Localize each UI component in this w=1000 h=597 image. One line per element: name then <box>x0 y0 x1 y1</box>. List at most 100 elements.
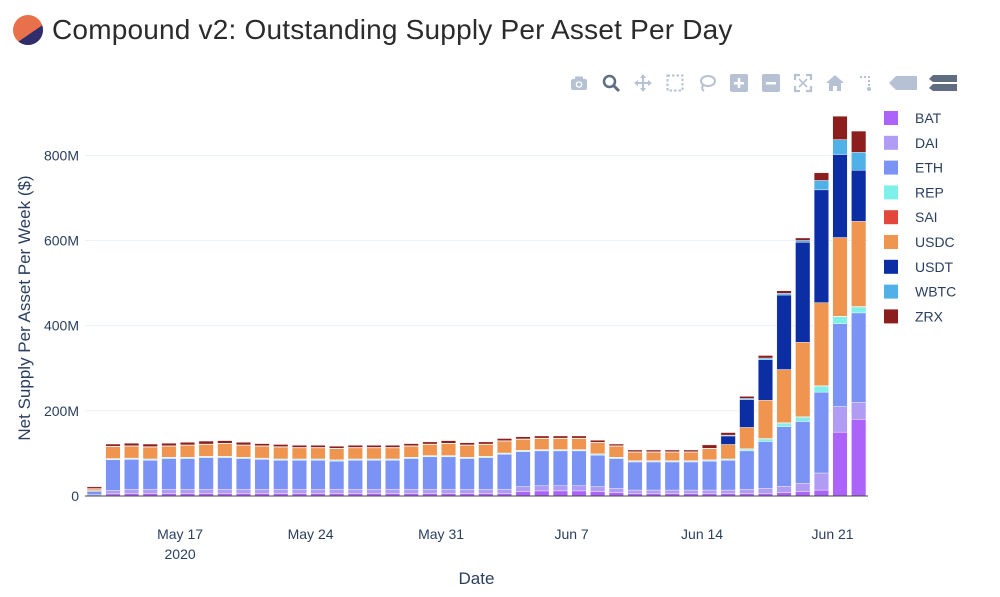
bar-segment-dai[interactable] <box>254 488 270 494</box>
bar-segment-dai[interactable] <box>478 488 494 494</box>
bar-segment-dai[interactable] <box>235 488 251 494</box>
bar-segment-usdc[interactable] <box>534 438 550 450</box>
hover-compare-icon[interactable] <box>926 70 960 96</box>
bar-segment-eth[interactable] <box>702 460 718 491</box>
legend-label-eth[interactable]: ETH <box>915 160 943 176</box>
bar-segment-eth[interactable] <box>441 456 457 490</box>
bar-segment-zrx[interactable] <box>198 440 214 445</box>
bar-segment-zrx[interactable] <box>235 442 251 446</box>
bar-segment-zrx[interactable] <box>776 290 792 294</box>
bar-segment-bat[interactable] <box>832 431 848 497</box>
bar-segment-zrx[interactable] <box>664 449 680 452</box>
bar-segment-eth[interactable] <box>683 461 699 491</box>
bar-segment-dai[interactable] <box>459 488 475 494</box>
bar-segment-eth[interactable] <box>552 450 568 486</box>
zoom-in-icon[interactable] <box>726 70 752 96</box>
bar-segment-eth[interactable] <box>757 441 773 489</box>
legend-swatch-zrx[interactable] <box>884 309 898 324</box>
bar-segment-zrx[interactable] <box>161 443 177 446</box>
bar-segment-rep[interactable] <box>813 385 829 393</box>
bar-segment-dai[interactable] <box>180 488 196 494</box>
bar-segment-usdt[interactable] <box>813 189 829 303</box>
bar-segment-eth[interactable] <box>180 458 196 490</box>
bar-segment-usdc[interactable] <box>217 443 233 457</box>
bar-segment-zrx[interactable] <box>608 443 624 446</box>
hover-closest-icon[interactable] <box>886 70 920 96</box>
bar-segment-zrx[interactable] <box>720 432 736 436</box>
bar-segment-rep[interactable] <box>757 438 773 442</box>
bar-segment-zrx[interactable] <box>441 440 457 444</box>
bar-segment-dai[interactable] <box>105 490 121 495</box>
pan-icon[interactable] <box>630 70 656 96</box>
bar-segment-usdt[interactable] <box>720 435 736 445</box>
bar-segment-eth[interactable] <box>403 458 419 490</box>
bar-segment-usdc[interactable] <box>105 446 121 459</box>
bar-segment-zrx[interactable] <box>310 445 326 448</box>
bar-segment-bat[interactable] <box>776 492 792 497</box>
bar-segment-zrx[interactable] <box>105 443 121 447</box>
bar-segment-dai[interactable] <box>683 489 699 494</box>
bar-segment-usdc[interactable] <box>720 444 736 460</box>
bar-segment-zrx[interactable] <box>254 443 270 446</box>
bar-segment-bat[interactable] <box>552 490 568 497</box>
bar-segment-usdc[interactable] <box>832 237 848 317</box>
bar-segment-eth[interactable] <box>739 450 755 490</box>
bar-segment-eth[interactable] <box>720 460 736 491</box>
bar-segment-dai[interactable] <box>832 406 848 433</box>
legend-swatch-wbtc[interactable] <box>884 284 898 299</box>
bar-segment-usdc[interactable] <box>235 445 251 458</box>
bar-segment-zrx[interactable] <box>180 442 196 446</box>
zoom-out-icon[interactable] <box>758 70 784 96</box>
bar-segment-wbtc[interactable] <box>832 139 848 155</box>
bar-segment-eth[interactable] <box>142 460 158 490</box>
bar-segment-zrx[interactable] <box>552 435 568 439</box>
bar-segment-eth[interactable] <box>235 458 251 490</box>
bar-segment-eth[interactable] <box>366 460 382 490</box>
bar-segment-usdc[interactable] <box>366 447 382 460</box>
legend-label-sai[interactable]: SAI <box>915 209 938 225</box>
bar-segment-eth[interactable] <box>124 459 140 490</box>
bar-segment-usdc[interactable] <box>496 440 512 454</box>
bar-segment-eth[interactable] <box>627 461 643 491</box>
bar-segment-usdc[interactable] <box>422 444 438 456</box>
bar-segment-eth[interactable] <box>385 460 401 490</box>
bar-segment-usdc[interactable] <box>813 302 829 386</box>
bar-segment-usdc[interactable] <box>478 444 494 457</box>
bar-segment-usdc[interactable] <box>198 444 214 457</box>
legend-label-zrx[interactable]: ZRX <box>915 308 944 324</box>
bar-segment-usdc[interactable] <box>385 447 401 460</box>
bar-segment-usdc[interactable] <box>86 488 102 491</box>
legend-swatch-rep[interactable] <box>884 185 898 200</box>
bar-segment-rep[interactable] <box>832 316 848 324</box>
bar-segment-usdc[interactable] <box>851 221 867 307</box>
bar-segment-usdc[interactable] <box>124 445 140 459</box>
bar-segment-dai[interactable] <box>496 488 512 494</box>
bar-segment-eth[interactable] <box>534 450 550 486</box>
bar-segment-eth[interactable] <box>478 457 494 490</box>
bar-segment-dai[interactable] <box>664 489 680 494</box>
bar-segment-eth[interactable] <box>795 421 811 484</box>
bar-segment-zrx[interactable] <box>273 444 289 447</box>
bar-segment-dai[interactable] <box>776 486 792 493</box>
bar-segment-usdc[interactable] <box>254 445 270 459</box>
bar-segment-eth[interactable] <box>515 451 531 487</box>
bar-segment-rep[interactable] <box>795 417 811 422</box>
bar-segment-eth[interactable] <box>608 458 624 489</box>
bar-segment-zrx[interactable] <box>347 445 363 448</box>
legend-label-usdc[interactable]: USDC <box>915 234 955 250</box>
bar-segment-zrx[interactable] <box>124 443 140 446</box>
bar-segment-bat[interactable] <box>795 491 811 497</box>
bar-segment-zrx[interactable] <box>459 442 475 446</box>
bar-segment-usdc[interactable] <box>329 448 345 461</box>
bar-segment-zrx[interactable] <box>496 438 512 441</box>
spike-lines-icon[interactable] <box>854 70 880 96</box>
bar-segment-dai[interactable] <box>198 488 214 494</box>
bar-segment-zrx[interactable] <box>851 130 867 153</box>
bar-segment-usdt[interactable] <box>776 294 792 370</box>
bar-segment-zrx[interactable] <box>813 172 829 181</box>
bar-segment-dai[interactable] <box>851 402 867 420</box>
bar-segment-zrx[interactable] <box>646 449 662 452</box>
legend-swatch-usdc[interactable] <box>884 235 898 249</box>
bar-segment-usdc[interactable] <box>795 342 811 418</box>
bar-segment-eth[interactable] <box>198 457 214 490</box>
